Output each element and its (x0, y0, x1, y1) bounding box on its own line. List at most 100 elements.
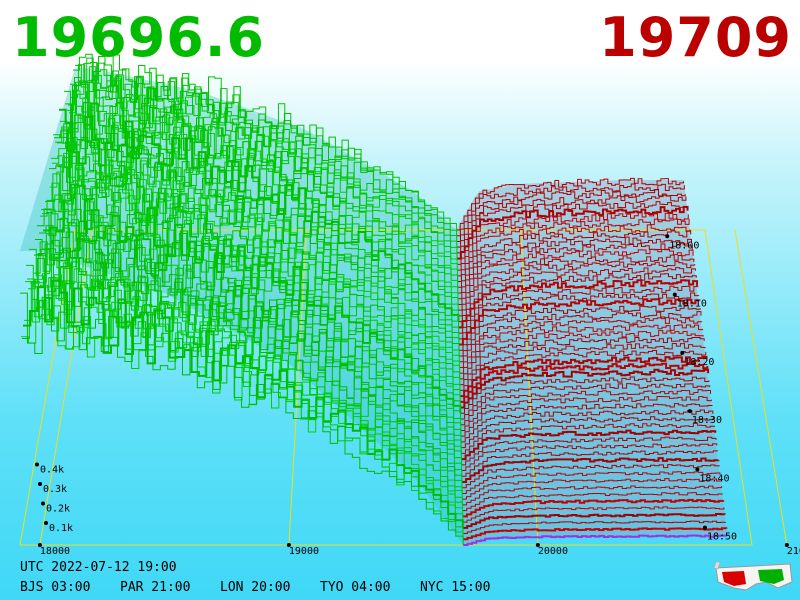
ask-depth-line (461, 436, 717, 466)
ask-depth-line (457, 205, 689, 260)
ask-depth-line (458, 273, 697, 323)
bid-depth-line (50, 152, 460, 374)
price-gridline (520, 229, 539, 546)
depth-tick-marker (44, 521, 48, 525)
depth-tick-label: 0.4k (40, 465, 64, 476)
ask-depth-line (459, 330, 704, 374)
ask-depth-line (460, 389, 711, 426)
ask-depth-line (459, 324, 704, 368)
bid-depth-line (34, 227, 462, 465)
ask-depth-line (458, 285, 699, 334)
bid-depth-line (21, 300, 464, 540)
ask-depth-line (457, 212, 689, 265)
time-tick-label: 18:10 (677, 299, 707, 310)
price-tick-marker (37, 543, 42, 547)
ask-depth-line (462, 498, 725, 518)
ask-depth-line (463, 527, 728, 541)
depth-tick-marker (38, 482, 42, 486)
axis-labels: 18000 19000 20000 21000 18:00 18:10 18:20 18:30… (35, 234, 800, 557)
bid-depth-line (42, 187, 461, 419)
ask-depth-line (460, 395, 712, 431)
ask-depth-line (460, 403, 713, 437)
depth-tick-label: 0.2k (46, 504, 70, 515)
ask-depth-line (462, 478, 722, 500)
tz-nyc: NYC 15:00 (420, 580, 491, 595)
ask-depth-line (461, 443, 718, 472)
depth-tick-label: 0.3k (43, 484, 67, 495)
bid-depth-line (48, 164, 461, 385)
utc-timestamp: UTC 2022-07-12 19:00 (20, 560, 177, 575)
time-tick-label: 18:30 (692, 415, 722, 426)
depth-tick-marker (41, 501, 45, 506)
ask-depth-line (462, 513, 726, 529)
depth-tick-label: 0.1k (49, 523, 73, 534)
ask-depth-line (460, 368, 710, 409)
ask-depth-line (461, 450, 719, 477)
ask-price: 19709 (599, 6, 792, 69)
ask-depth-line (462, 520, 727, 535)
ask-depth-line (459, 350, 707, 391)
time-tick-marker (702, 525, 707, 530)
ask-depth-line (456, 177, 685, 231)
ask-depth-line (462, 506, 725, 523)
ask-depth-line (459, 317, 703, 363)
depth-tick-marker (35, 462, 39, 467)
ask-depth-line (457, 224, 691, 277)
ask-depth-line (457, 230, 692, 283)
tz-tyo: TYO 04:00 (320, 580, 391, 595)
price-tick-marker (784, 543, 789, 547)
bid-depth-line (56, 141, 460, 339)
ask-depth-line (456, 189, 686, 242)
time-tick-label: 18:20 (684, 357, 714, 368)
depth-series-layer (20, 53, 729, 546)
bid-depth-line (51, 151, 460, 368)
ask-depth-line (459, 336, 705, 380)
price-gridline (734, 229, 788, 546)
bid-depth-line (33, 241, 463, 471)
ask-depth-line (463, 534, 729, 546)
bid-depth-line (23, 279, 464, 528)
ask-depth-line (460, 409, 714, 443)
price-tick-label: 19000 (289, 546, 319, 557)
bid-depth-line (59, 108, 460, 322)
ask-depth-line (462, 471, 721, 494)
time-tick-marker (680, 350, 685, 355)
ask-depth-line (459, 343, 706, 386)
price-tick-label: 21000 (787, 546, 800, 557)
tz-lon: LON 20:00 (220, 580, 291, 595)
ask-depth-line (459, 311, 702, 357)
tz-par: PAR 21:00 (120, 580, 191, 595)
time-tick-marker (687, 409, 692, 414)
ask-depth-line (461, 457, 720, 483)
price-tick-label: 18000 (40, 546, 70, 557)
bid-price: 19696.6 (12, 6, 265, 69)
3d-glasses-icon[interactable] (712, 560, 794, 594)
ask-depth-line (456, 201, 688, 254)
ask-depth-line (458, 298, 701, 346)
ask-depth-line (461, 416, 715, 449)
bid-depth-line (69, 74, 458, 265)
bid-depth-line (65, 101, 459, 288)
ask-depth-line (459, 304, 701, 351)
floor-outline (19, 229, 753, 546)
time-tick-label: 18:40 (699, 473, 729, 484)
ask-depth-line (458, 261, 696, 311)
ask-depth-line (462, 492, 723, 512)
ask-depth-line (458, 279, 699, 329)
bid-depth-line (32, 233, 463, 477)
ask-depth-line (462, 485, 723, 506)
ask-depth-line (456, 183, 685, 237)
ask-depth-line (460, 376, 710, 414)
ask-depth-line (460, 362, 709, 403)
price-tick-marker (286, 543, 291, 547)
price-tick-label: 20000 (538, 546, 568, 557)
time-tick-label: 18:00 (669, 240, 699, 251)
ask-depth-line (458, 254, 695, 305)
ask-depth-line (461, 429, 717, 461)
ask-depth-line (456, 194, 687, 248)
ask-depth-line (457, 236, 692, 288)
bid-depth-line (20, 292, 464, 545)
price-tick-marker (535, 543, 540, 547)
bid-depth-line (62, 105, 459, 305)
